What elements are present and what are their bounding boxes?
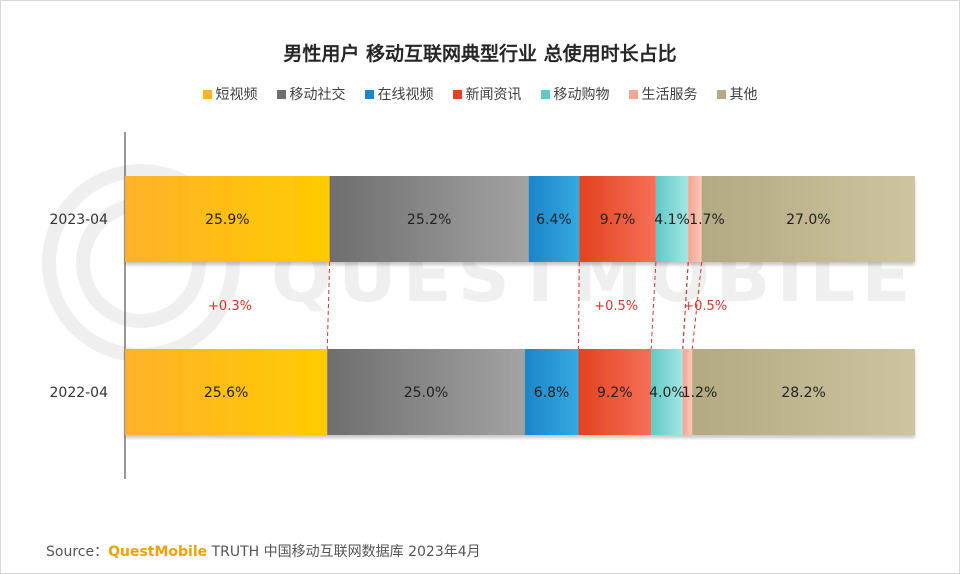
data-label: 4.0% (649, 385, 685, 401)
bar-segment (682, 349, 693, 435)
connector-line (691, 261, 703, 350)
data-label: 9.2% (597, 385, 633, 401)
bar-segment (578, 349, 652, 435)
data-label: 25.6% (204, 385, 248, 401)
data-label: 25.9% (205, 212, 249, 228)
legend-swatch (628, 89, 638, 99)
legend-label: 在线视频 (377, 87, 434, 103)
diff-annotation: +0.5% (594, 299, 638, 314)
category-label: 2023-04 (50, 212, 109, 228)
data-label: 1.7% (689, 212, 725, 228)
bar-row (125, 349, 915, 435)
legend-item: 其他 (716, 84, 758, 104)
source-note: Source：QuestMobile TRUTH 中国移动互联网数据库 2023… (46, 541, 481, 561)
bar-segment (688, 176, 702, 262)
bar-segment (692, 349, 915, 435)
data-label: 25.0% (404, 385, 448, 401)
bar-segment (655, 176, 689, 262)
source-label: Source： (46, 544, 109, 560)
source-brand: QuestMobile (108, 544, 208, 560)
legend-swatch (452, 89, 462, 99)
legend-label: 其他 (729, 87, 758, 103)
legend-label: 移动社交 (289, 87, 346, 103)
bar-segment (528, 176, 580, 262)
legend-label: 新闻资讯 (465, 87, 522, 103)
labels: 25.9% 25.2% 6.4% 9.7% 4.1% 1.7% 27.0% 2023-04 25… (50, 212, 831, 401)
connector-line (326, 261, 331, 350)
data-label: 6.8% (534, 385, 570, 401)
legend-item: 移动社交 (276, 84, 346, 104)
data-label: 28.2% (781, 385, 825, 401)
data-label: 9.7% (600, 212, 636, 228)
legend-swatch (202, 89, 212, 99)
legend-item: 移动购物 (540, 84, 610, 104)
category-label: 2022-04 (50, 385, 109, 401)
data-label: 25.2% (407, 212, 451, 228)
legend-swatch (276, 89, 286, 99)
connector-line (650, 261, 657, 350)
diff-annotation: +0.3% (208, 299, 252, 314)
bar-segment (329, 176, 529, 262)
legend-label: 短视频 (215, 87, 258, 103)
bar-segment (651, 349, 683, 435)
bar-segment (125, 349, 328, 435)
bars (124, 132, 915, 479)
chart-title: 男性用户 移动互联网典型行业 总使用时长占比 (283, 43, 677, 65)
legend-item: 在线视频 (364, 84, 434, 104)
legend: 短视频 移动社交 在线视频 新闻资讯 移动购物 生活服务 其他 (1, 84, 959, 104)
bar-segment (579, 176, 656, 262)
connector-line (682, 261, 689, 350)
legend-swatch (540, 89, 550, 99)
bar-segment (327, 349, 525, 435)
connectors (326, 261, 703, 350)
legend-item: 生活服务 (628, 84, 698, 104)
data-label: 6.4% (536, 212, 572, 228)
diff-annotation: +0.5% (683, 299, 727, 314)
legend-label: 生活服务 (641, 87, 698, 103)
legend-item: 新闻资讯 (452, 84, 522, 104)
bar-segment (125, 176, 330, 262)
legend-swatch (716, 89, 726, 99)
connector-line (577, 261, 580, 350)
legend-item: 短视频 (202, 84, 258, 104)
data-label: 27.0% (786, 212, 830, 228)
data-label: 1.2% (682, 385, 718, 401)
legend-label: 移动购物 (553, 87, 610, 103)
legend-swatch (364, 89, 374, 99)
data-label: 4.1% (654, 212, 690, 228)
bar-segment (524, 349, 579, 435)
bar-segment (701, 176, 915, 262)
source-text: TRUTH 中国移动互联网数据库 2023年4月 (207, 544, 481, 560)
bar-row (125, 176, 915, 262)
